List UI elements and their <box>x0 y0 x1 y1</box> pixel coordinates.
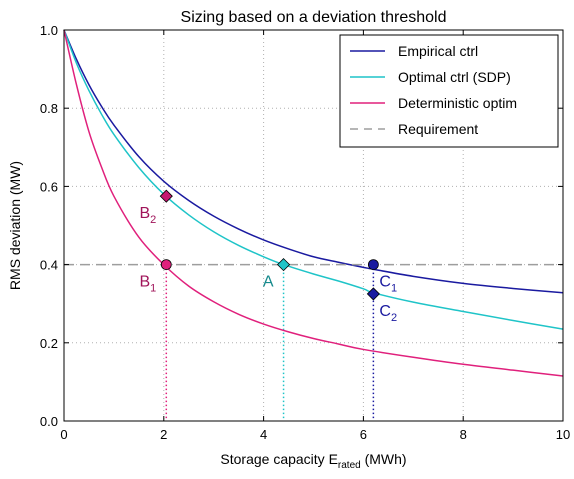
x-axis-label: Storage capacity Erated (MWh) <box>220 451 406 471</box>
y-tick-label: 1.0 <box>40 23 58 38</box>
markers: B2 B1 A C1 C2 <box>139 189 397 324</box>
x-tick-label: 0 <box>60 427 67 442</box>
series-line-deterministic-optim <box>63 29 564 377</box>
plot-frame <box>63 29 564 422</box>
legend-box <box>339 34 559 148</box>
chart-title: Sizing based on a deviation threshold <box>181 9 447 26</box>
ticks: 0 2 4 6 8 10 0.0 0.2 0.4 0.6 0.8 1.0 <box>40 23 570 442</box>
x-tick-label: 2 <box>160 427 167 442</box>
marker-label: C1 <box>379 274 397 295</box>
y-tick-label: 0.2 <box>40 336 58 351</box>
series-lines <box>63 29 564 377</box>
x-tick-label: 6 <box>360 427 367 442</box>
x-tick-label: 10 <box>556 427 570 442</box>
y-tick-label: 0.0 <box>40 414 58 429</box>
series-line-empirical-ctrl <box>63 29 564 294</box>
marker-label: B2 <box>139 205 156 226</box>
marker-label: B1 <box>139 274 156 295</box>
marker-point <box>160 259 172 271</box>
x-tick-label: 4 <box>260 427 267 442</box>
marker-point <box>276 258 291 272</box>
x-tick-label: 8 <box>460 427 467 442</box>
marker-label: A <box>263 274 274 291</box>
legend-label: Optimal ctrl (SDP) <box>398 69 511 85</box>
marker-point <box>159 189 173 203</box>
legend-label: Deterministic optim <box>398 95 517 111</box>
legend: Empirical ctrl Optimal ctrl (SDP) Determin… <box>339 34 559 148</box>
legend-label: Requirement <box>398 121 478 137</box>
series-line-optimal-ctrl-sdp <box>63 29 564 330</box>
legend-label: Empirical ctrl <box>398 43 478 59</box>
y-tick-label: 0.8 <box>40 101 58 116</box>
y-tick-label: 0.6 <box>40 179 58 194</box>
marker-point <box>367 259 379 271</box>
y-axis-label: RMS deviation (MW) <box>7 161 23 290</box>
marker-label: C2 <box>379 303 397 324</box>
marker-point <box>366 287 380 301</box>
y-tick-label: 0.4 <box>40 258 58 273</box>
